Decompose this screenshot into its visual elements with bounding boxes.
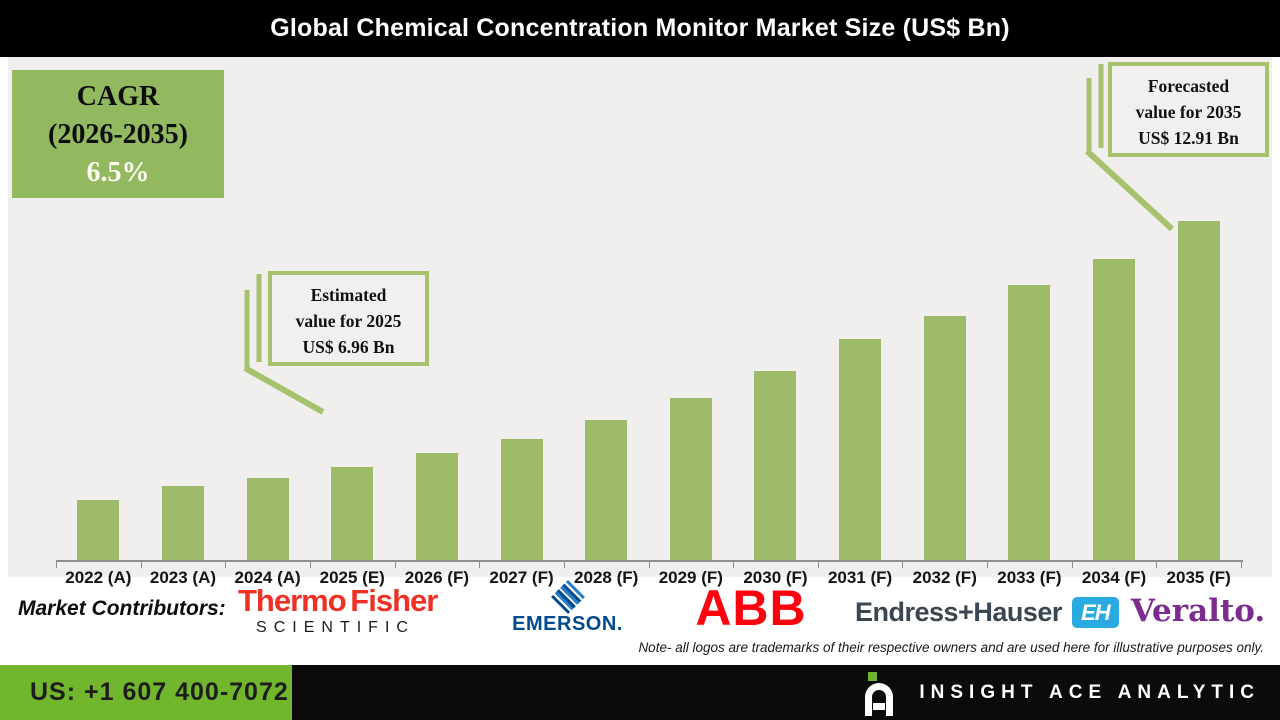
x-axis-label: 2025 (E) [319,568,385,587]
x-axis-tick [987,562,989,568]
chart-title: Global Chemical Concentration Monitor Ma… [270,14,1010,42]
x-axis-label: 2030 (F) [743,568,808,587]
bar-2027-f- [500,439,543,560]
endress-hauser-wordmark: Endress+Hauser [855,597,1062,627]
x-axis-tick [648,562,650,568]
callout-value: US$ 6.96 Bn [302,337,395,357]
cagr-title: CAGR [76,81,160,112]
x-axis-tick [1156,562,1158,568]
bar-2022-a- [77,500,120,560]
bar-2030-f- [754,371,797,560]
x-axis-label: 2033 (F) [997,568,1062,587]
thermo-fisher-wordmark: Thermo Fisher [238,583,438,618]
x-axis-tick [479,562,481,568]
chart-region: 2022 (A) 2023 (A) 2024 (A) 2025 (E) 2026 (F)… [8,57,1272,587]
x-axis-tick [140,562,142,568]
x-axis-label: 2028 (F) [574,568,639,587]
bar-2025-e- [331,467,374,560]
insight-ace-name: INSIGHT ACE ANALYTIC [919,681,1260,703]
endress-hauser-logo: Endress+Hauser EH [855,597,1119,628]
x-axis-label: 2029 (F) [658,568,723,587]
market-contributors-strip: Market Contributors: Thermo Fisher SCIEN… [0,577,1280,665]
bar-2028-f- [585,420,628,560]
title-bar: Global Chemical Concentration Monitor Ma… [0,0,1280,57]
x-axis-label: 2027 (F) [489,568,554,587]
cagr-period: (2026-2035) [48,119,188,150]
footer-black-bar [292,665,1280,720]
x-axis-tick [225,562,227,568]
callout-line: Forecasted [1147,76,1230,96]
x-axis-tick [394,562,396,568]
cagr-value: 6.5% [86,157,150,188]
x-axis-label: 2023 (A) [149,568,217,587]
bar-2035-f- [1177,221,1220,560]
bar-2026-f- [415,453,458,560]
callout-value: US$ 12.91 Bn [1138,128,1239,148]
cagr-badge: CAGR (2026-2035) 6.5% [12,70,224,198]
x-axis-label: 2032 (F) [912,568,977,587]
x-axis-tick [563,562,565,568]
emerson-wordmark: EMERSON. [512,613,623,635]
endress-hauser-eh-icon: EH [1071,597,1119,628]
x-axis-tick [56,562,57,568]
x-axis-line [56,560,1243,562]
x-axis-label: 2035 (F) [1166,568,1231,587]
x-axis-tick [902,562,904,568]
bar-2024-a- [246,478,289,560]
insight-ace-brand: INSIGHT ACE ANALYTIC [865,665,1260,720]
logo-arch [865,682,894,716]
x-axis-tick [817,562,819,568]
logo-crossbar [873,702,886,710]
callout-line: Estimated [310,285,387,305]
x-axis-label: 2024 (A) [234,568,301,587]
veralto-logo: Veralto. [1130,593,1266,629]
plot-area [56,114,1241,560]
x-axis-label: 2034 (F) [1081,568,1147,587]
abb-logo: ABB [695,580,807,636]
x-axis-label: 2026 (F) [404,568,469,587]
emerson-logo: EMERSON. [505,580,630,636]
phone-number: US: +1 607 400-7072 [30,678,289,706]
bar-2034-f- [1093,259,1136,560]
callout-estimated-2025: Estimated value for 2025 US$ 6.96 Bn [268,271,429,366]
callout-line: value for 2025 [295,311,402,331]
x-axis-tick [1071,562,1073,568]
x-axis-label: 2022 (A) [65,568,132,587]
bar-2032-f- [923,316,966,560]
x-axis-tick [1241,562,1242,568]
bar-2031-f- [839,339,882,560]
bar-2023-a- [161,486,204,560]
trademark-note: Note- all logos are trademarks of their … [638,640,1264,655]
logo-green-square [868,671,878,681]
market-contributors-label: Market Contributors: [18,597,226,620]
bar-2033-f- [1008,285,1051,560]
callout-line: value for 2035 [1135,102,1242,122]
x-axis-tick [309,562,311,568]
x-axis-labels: 2022 (A) 2023 (A) 2024 (A) 2025 (E) 2026 (F)… [56,568,1241,594]
callout-forecasted-2035: Forecasted value for 2035 US$ 12.91 Bn [1108,62,1269,157]
insight-ace-logo-icon [865,670,895,716]
footer-phone-box: US: +1 607 400-7072 [0,665,292,720]
thermo-fisher-logo: Thermo Fisher SCIENTIFIC [238,583,438,637]
bar-2029-f- [669,398,712,560]
x-axis-tick [733,562,735,568]
x-axis-label: 2031 (F) [827,568,893,587]
thermo-fisher-scientific-text: SCIENTIFIC [256,619,415,636]
